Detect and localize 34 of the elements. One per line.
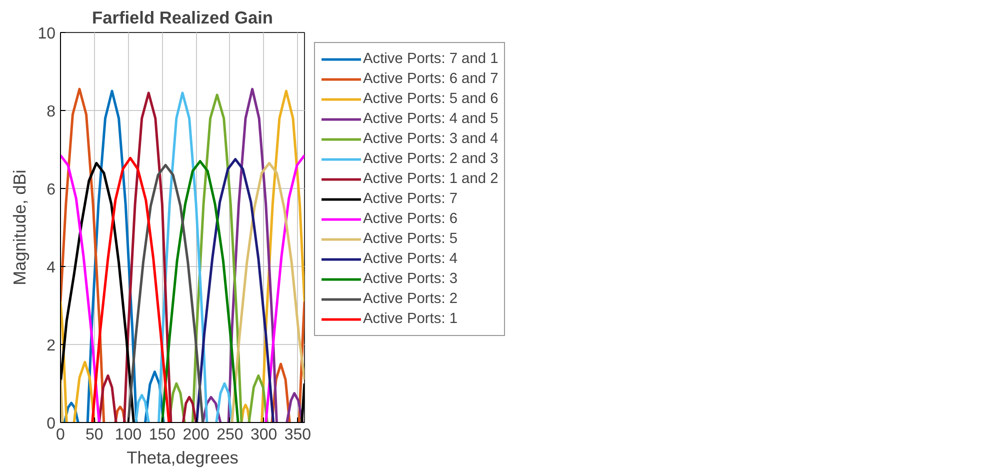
legend-label: Active Ports: 4 [363,251,458,267]
y-tick-label: 0 [46,416,56,432]
line-series [91,156,170,422]
x-tick-label: 50 [85,426,104,444]
y-tick-label: 6 [46,182,56,198]
chart-title: Farfield Realized Gain [92,8,274,28]
x-tick-label: 100 [114,426,142,444]
x-tick-label: 250 [216,426,244,444]
x-tick-label: 150 [148,426,176,444]
legend-label: Active Ports: 4 and 5 [363,111,498,127]
x-tick-label: 300 [250,426,278,444]
line-series [127,164,204,422]
legend-label: Active Ports: 7 [363,191,458,207]
y-axis-title: Magnitude, dBi [10,170,30,286]
legend-label: Active Ports: 5 and 6 [363,91,498,107]
legend-label: Active Ports: 1 [363,311,458,327]
legend-label: Active Ports: 3 and 4 [363,131,498,147]
legend-label: Active Ports: 7 and 1 [363,51,498,67]
legend-label: Active Ports: 2 and 3 [363,151,498,167]
x-axis-title: Theta,degrees [126,448,239,468]
x-tick-label: 350 [284,426,312,444]
legend-label: Active Ports: 1 and 2 [363,171,498,187]
legend-label: Active Ports: 6 and 7 [363,71,498,87]
line-series [195,158,275,422]
y-tick-label: 4 [46,260,56,276]
legend-label: Active Ports: 6 [363,211,458,227]
y-tick-label: 2 [46,338,56,354]
line-series [160,160,240,422]
y-tick-label: 8 [46,104,56,120]
y-tick-label: 10 [38,26,56,42]
legend-label: Active Ports: 5 [363,231,458,247]
legend-label: Active Ports: 3 [363,271,458,287]
x-tick-label: 200 [182,426,210,444]
legend-label: Active Ports: 2 [363,291,458,307]
